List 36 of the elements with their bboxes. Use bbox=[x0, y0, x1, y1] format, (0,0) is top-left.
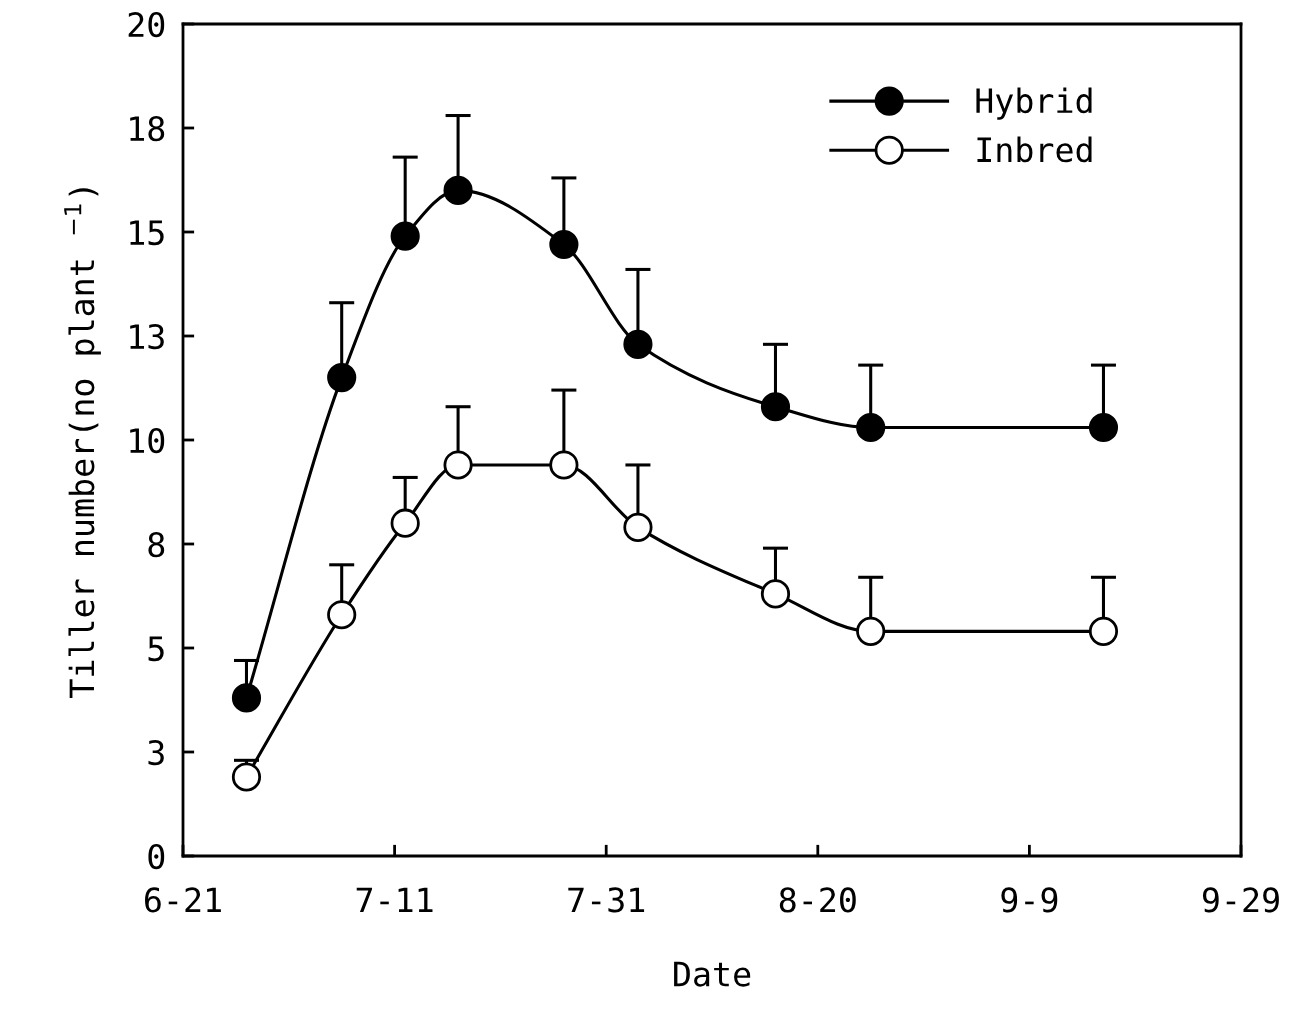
point bbox=[760, 392, 791, 422]
y-tick-label: 20 bbox=[128, 12, 165, 38]
y-tick-label: 15 bbox=[130, 220, 164, 246]
x-tick-label: 8-20 bbox=[779, 887, 856, 913]
point bbox=[327, 600, 357, 630]
y-tick-label: 3 bbox=[148, 740, 164, 766]
point bbox=[390, 221, 420, 251]
y-tick-label: 8 bbox=[148, 532, 165, 558]
x-tick-label: 6-21 bbox=[145, 887, 221, 913]
point bbox=[1088, 412, 1119, 443]
legend-label: Hybrid bbox=[976, 87, 1092, 120]
x-tick-label: 9-9 bbox=[1001, 887, 1058, 913]
point bbox=[390, 508, 420, 538]
y-tick-label: 0 bbox=[148, 844, 165, 870]
y-tick-label: 18 bbox=[130, 116, 165, 142]
y-tick-label: 10 bbox=[130, 428, 165, 454]
y-axis-title: Tiller number(no plant $^{−1}$) bbox=[64, 188, 101, 698]
x-tick-label: 7-31 bbox=[568, 887, 645, 913]
y-tick-label: 5 bbox=[148, 636, 164, 662]
point bbox=[327, 363, 357, 393]
point bbox=[1088, 616, 1119, 646]
point bbox=[443, 450, 473, 480]
point bbox=[549, 229, 579, 260]
point bbox=[856, 616, 886, 646]
point bbox=[443, 175, 473, 205]
x-axis-title: Date bbox=[674, 961, 751, 987]
point bbox=[623, 512, 653, 542]
point bbox=[623, 329, 653, 359]
x-tick-label: 9-29 bbox=[1202, 887, 1279, 913]
point bbox=[231, 683, 262, 713]
point bbox=[760, 579, 791, 609]
y-tick-label: 13 bbox=[130, 324, 164, 350]
x-tick-label: 7-11 bbox=[356, 887, 433, 913]
legend-label: Inbred bbox=[977, 136, 1092, 163]
point bbox=[549, 450, 579, 480]
point bbox=[856, 412, 886, 443]
